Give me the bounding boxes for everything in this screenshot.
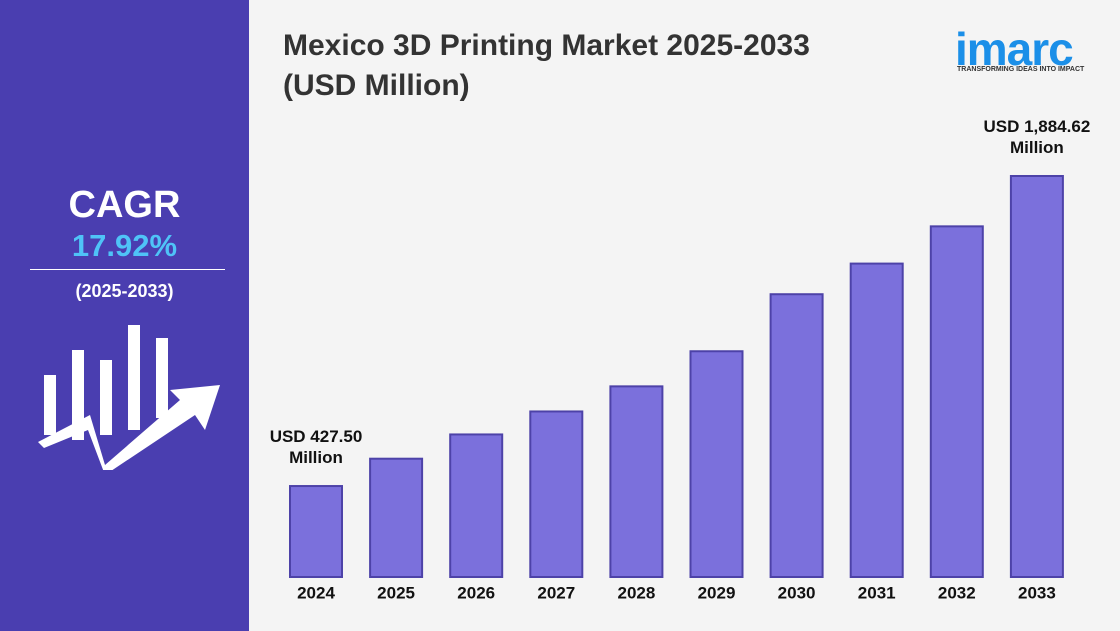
logo: imarc	[955, 23, 1074, 75]
divider	[30, 269, 225, 270]
bar	[1009, 175, 1064, 578]
bar	[689, 350, 744, 578]
value-label: USD 427.50 Million	[269, 427, 363, 468]
bar	[769, 293, 824, 578]
x-tick-label: 2031	[858, 583, 896, 602]
x-tick-label: 2028	[617, 583, 655, 602]
x-tick-label: 2030	[778, 583, 816, 602]
bar	[609, 385, 664, 578]
cagr-label: CAGR	[68, 184, 181, 226]
cagr-period: (2025-2033)	[75, 281, 174, 301]
x-tick-label: 2032	[938, 583, 976, 602]
bar	[529, 410, 584, 578]
bar	[289, 485, 343, 579]
bar	[449, 433, 504, 579]
x-tick-label: 2033	[1018, 583, 1056, 602]
bar	[929, 225, 984, 578]
chart-title: Mexico 3D Printing Market 2025-2033 (USD…	[283, 29, 810, 102]
cagr-value: 17.92%	[71, 228, 178, 263]
growth-icon	[38, 325, 220, 470]
logo-tagline: TRANSFORMING IDEAS INTO IMPACT	[957, 66, 1085, 73]
x-tick-label: 2024	[297, 583, 335, 602]
bar	[849, 262, 904, 578]
sidebar: CAGR 17.92% (2025-2033)	[0, 0, 249, 631]
value-label: USD 1,884.62 Million	[983, 117, 1091, 157]
x-tick-label: 2025	[377, 583, 415, 602]
x-tick-label: 2026	[457, 583, 495, 602]
x-tick-label: 2027	[537, 583, 575, 602]
bar	[369, 457, 424, 579]
x-tick-label: 2029	[698, 583, 736, 602]
